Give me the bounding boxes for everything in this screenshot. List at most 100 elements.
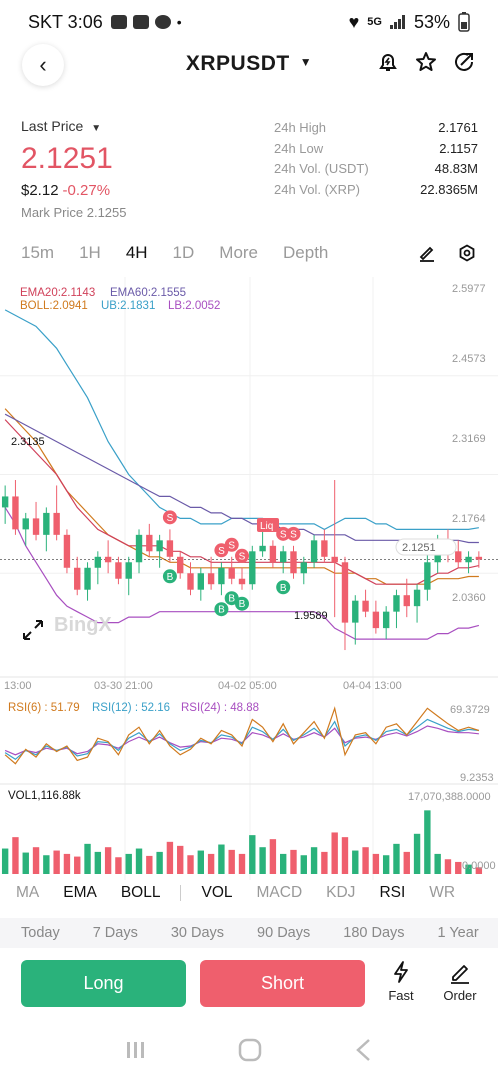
candle[interactable] [32, 501, 40, 541]
draw-icon[interactable] [418, 244, 436, 262]
range-7-days[interactable]: 7 Days [92, 925, 138, 941]
home-icon[interactable] [238, 1038, 262, 1062]
current-price-tag[interactable]: 2.1251 [395, 538, 457, 556]
indicator-kdj[interactable]: KDJ [326, 884, 356, 901]
candle[interactable] [249, 545, 256, 590]
recent-apps-icon[interactable] [125, 1040, 147, 1060]
candle[interactable] [94, 551, 102, 585]
buy-marker[interactable]: B [214, 602, 229, 617]
candle[interactable] [125, 556, 132, 596]
candle[interactable] [12, 479, 19, 535]
candle[interactable] [455, 540, 462, 568]
pair-selector[interactable]: XRPUSDT ▼ [0, 52, 498, 76]
range-1-year[interactable]: 1 Year [437, 925, 479, 941]
candle[interactable] [413, 584, 421, 623]
volume-bottom-tick: 0.0000 [462, 860, 496, 872]
buy-marker[interactable]: B [224, 591, 239, 606]
candle[interactable] [146, 523, 153, 557]
sell-marker[interactable]: S [214, 543, 229, 558]
range-30-days[interactable]: 30 Days [170, 925, 225, 941]
candle[interactable] [300, 556, 307, 585]
liq-badge[interactable]: Liq [257, 518, 279, 532]
back-button[interactable]: ‹ [22, 44, 64, 86]
settings-icon[interactable] [458, 244, 476, 262]
candle[interactable] [187, 562, 194, 596]
candle[interactable] [475, 551, 483, 568]
volume-bar [413, 833, 421, 874]
fast-button[interactable]: Fast [377, 960, 425, 1003]
indicator-ema[interactable]: EMA [63, 884, 97, 901]
candle[interactable] [207, 556, 215, 590]
candle[interactable] [393, 589, 400, 629]
indicator-rsi[interactable]: RSI [379, 884, 406, 901]
candle[interactable] [177, 551, 184, 579]
sell-marker[interactable]: S [235, 548, 249, 563]
candle[interactable] [372, 600, 380, 634]
candle[interactable] [218, 562, 225, 596]
buy-marker[interactable]: B [235, 596, 249, 611]
timeframe-bar: 15m 1H 4H 1D More Depth [0, 238, 498, 268]
stat-row: 24h High 2.1761 [274, 120, 478, 135]
candle[interactable] [352, 595, 359, 645]
candle[interactable] [321, 529, 328, 563]
range-today[interactable]: Today [21, 925, 60, 941]
candle[interactable] [84, 562, 91, 601]
range-90-days[interactable]: 90 Days [257, 925, 311, 941]
candle[interactable] [156, 534, 163, 568]
tab-15m[interactable]: 15m [21, 243, 55, 262]
indicator-ma[interactable]: MA [16, 884, 40, 901]
candle[interactable] [115, 556, 122, 585]
candle[interactable] [465, 551, 472, 574]
tab-more[interactable]: More [219, 243, 259, 262]
tab-depth[interactable]: Depth [283, 243, 329, 262]
candle[interactable] [228, 556, 235, 585]
candle[interactable] [53, 485, 60, 541]
last-price-selector[interactable]: Last Price ▼ [21, 118, 102, 134]
range-180-days[interactable]: 180 Days [343, 925, 405, 941]
candle[interactable] [382, 606, 390, 640]
candle[interactable] [22, 512, 29, 546]
candle[interactable] [290, 545, 297, 579]
indicator-wr[interactable]: WR [429, 884, 456, 901]
x-tick-label: 04-02 05:00 [218, 680, 277, 692]
long-button[interactable]: Long [21, 960, 186, 1007]
share-icon[interactable] [452, 50, 476, 74]
candle[interactable] [279, 545, 287, 574]
candle[interactable] [362, 589, 369, 618]
candle[interactable] [197, 567, 205, 601]
order-button[interactable]: Order [436, 960, 484, 1003]
candle[interactable] [269, 540, 277, 568]
alert-bell-icon[interactable] [376, 50, 400, 74]
candle[interactable] [74, 556, 81, 596]
candle[interactable] [341, 556, 349, 651]
candle[interactable] [1, 485, 9, 524]
candle[interactable] [331, 479, 338, 618]
back-nav-icon[interactable] [353, 1038, 373, 1062]
candle[interactable] [63, 529, 71, 574]
indicator-macd[interactable]: MACD [256, 884, 303, 901]
buy-marker[interactable]: B [162, 569, 177, 584]
indicator-vol[interactable]: VOL [201, 884, 233, 901]
candle[interactable] [310, 534, 318, 568]
candle[interactable] [43, 507, 50, 552]
candle[interactable] [135, 529, 143, 574]
tab-1d[interactable]: 1D [172, 243, 195, 262]
indicator-boll[interactable]: BOLL [120, 884, 161, 901]
candle[interactable] [403, 578, 410, 618]
tab-1h[interactable]: 1H [79, 243, 101, 262]
candle[interactable] [166, 529, 174, 563]
sell-marker[interactable]: S [286, 526, 301, 541]
tab-4h[interactable]: 4H [125, 243, 148, 262]
sell-marker[interactable]: S [162, 510, 177, 525]
sell-marker[interactable]: S [276, 526, 291, 541]
short-button[interactable]: Short [200, 960, 365, 1007]
star-icon[interactable] [414, 50, 438, 74]
candle[interactable] [238, 567, 246, 590]
sell-marker[interactable]: S [224, 537, 239, 552]
price-change: -0.27% [62, 182, 111, 199]
expand-icon[interactable] [23, 620, 43, 640]
candle[interactable] [104, 540, 112, 574]
svg-text:B: B [239, 599, 246, 610]
buy-marker[interactable]: B [276, 580, 291, 595]
